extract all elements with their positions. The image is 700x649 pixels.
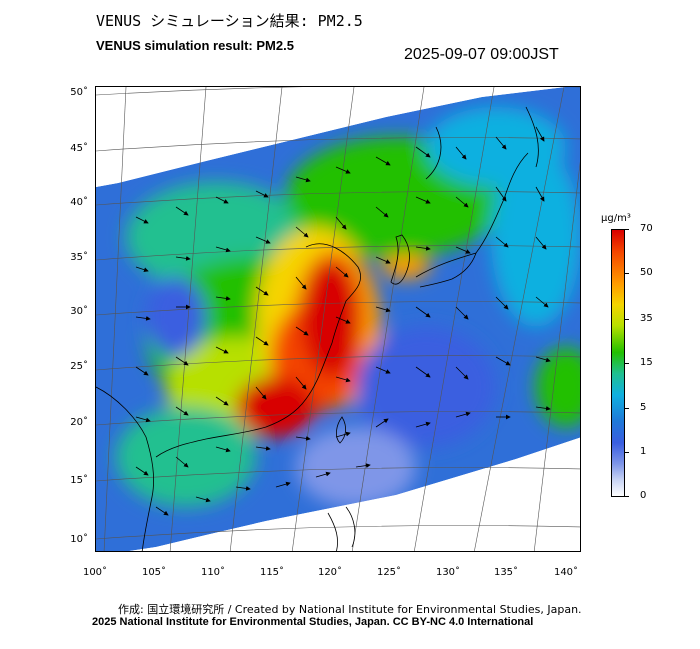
- lon-label-115: 115˚: [259, 567, 285, 578]
- colorbar-label-5: 5: [640, 402, 647, 413]
- colorbar-label-70: 70: [640, 223, 653, 234]
- lat-label-15: 15˚: [70, 475, 88, 486]
- colorbar-label-50: 50: [640, 267, 653, 278]
- lat-label-45: 45˚: [70, 143, 88, 154]
- colorbar-tick: [625, 229, 629, 230]
- lon-label-120: 120˚: [317, 567, 343, 578]
- lon-label-135: 135˚: [493, 567, 519, 578]
- colorbar-tick: [625, 452, 629, 453]
- coastlines: [96, 106, 539, 551]
- lon-label-100: 100˚: [82, 567, 108, 578]
- colorbar-tick: [625, 496, 629, 497]
- copyright-line: 2025 National Institute for Environmenta…: [92, 616, 534, 628]
- colorbar-label-15: 15: [640, 357, 653, 368]
- lon-label-130: 130˚: [435, 567, 461, 578]
- missing-data-zone: [96, 87, 580, 551]
- lon-label-110: 110˚: [200, 567, 226, 578]
- credit-line: 作成: 国立環境研究所 / Created by National Instit…: [118, 603, 582, 616]
- lat-label-35: 35˚: [70, 252, 88, 263]
- wind-vectors: [135, 126, 551, 516]
- concentration-field: [96, 87, 580, 551]
- colorbar-unit: μg/m³: [601, 213, 631, 224]
- pm25-map-svg: [96, 87, 580, 551]
- colorbar-label-35: 35: [640, 313, 653, 324]
- graticule: [96, 87, 580, 551]
- colorbar-tick: [625, 363, 629, 364]
- colorbar-tick: [625, 408, 629, 409]
- colorbar-tick: [625, 319, 629, 320]
- lon-label-105: 105˚: [141, 567, 167, 578]
- lat-label-40: 40˚: [70, 197, 88, 208]
- colorbar: [611, 229, 625, 497]
- colorbar-label-0: 0: [640, 490, 647, 501]
- lat-label-30: 30˚: [70, 306, 88, 317]
- pm25-map: [95, 86, 581, 552]
- lat-label-20: 20˚: [70, 417, 88, 428]
- forecast-timestamp: 2025-09-07 09:00JST: [404, 46, 559, 63]
- colorbar-tick: [625, 273, 629, 274]
- lat-label-25: 25˚: [70, 361, 88, 372]
- lat-label-50: 50˚: [70, 87, 88, 98]
- map-title-japanese: VENUS シミュレーション結果: PM2.5: [96, 12, 363, 30]
- map-title-english: VENUS simulation result: PM2.5: [96, 38, 294, 53]
- lat-label-10: 10˚: [70, 534, 88, 545]
- lon-label-140: 140˚: [553, 567, 579, 578]
- lon-label-125: 125˚: [376, 567, 402, 578]
- colorbar-label-1: 1: [640, 446, 647, 457]
